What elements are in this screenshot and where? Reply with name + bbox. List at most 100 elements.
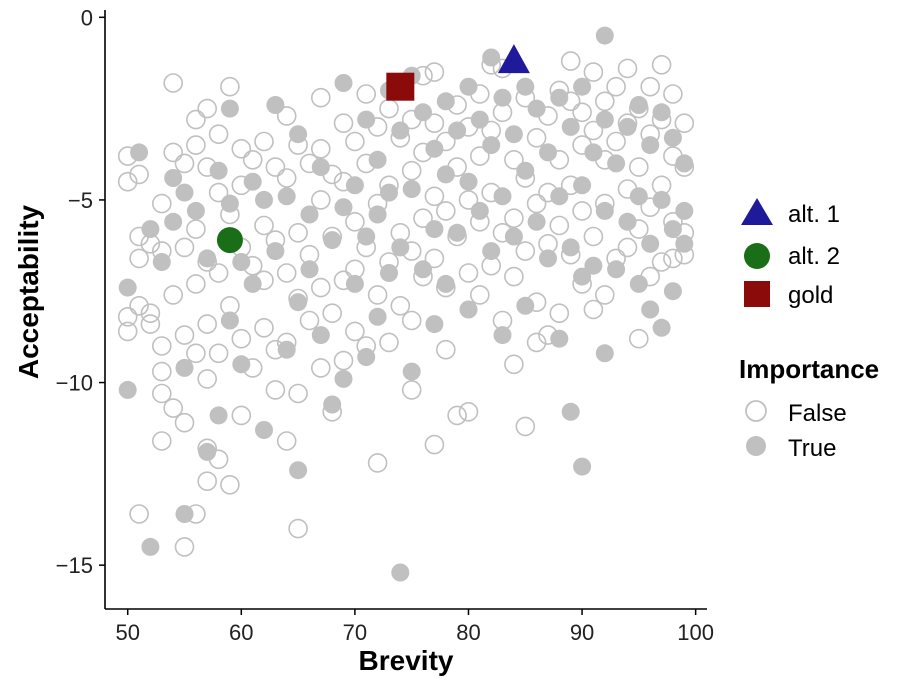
point-false — [288, 223, 308, 243]
point-false — [583, 226, 604, 247]
point-false — [413, 208, 433, 228]
point-true — [641, 300, 660, 319]
point-true — [391, 121, 410, 140]
point-false — [174, 412, 195, 433]
legend-label-alt1: alt. 1 — [788, 201, 840, 228]
point-true — [300, 205, 319, 224]
point-false — [606, 131, 626, 152]
point-false — [152, 361, 172, 382]
y-ticks: 0 −5 −10 −15 — [56, 5, 105, 578]
point-false — [197, 98, 217, 119]
point-false — [276, 431, 297, 451]
point-false — [163, 285, 183, 305]
point-false — [504, 354, 524, 375]
point-true — [448, 223, 467, 242]
legend-label-alt2: alt. 2 — [788, 243, 840, 270]
point-false — [231, 139, 252, 159]
point-true — [516, 77, 535, 96]
point-true — [232, 355, 251, 374]
point-false — [333, 113, 354, 133]
point-true — [629, 96, 648, 114]
point-false — [117, 171, 138, 192]
point-false — [117, 306, 138, 327]
point-true — [459, 77, 478, 96]
point-true — [209, 161, 228, 180]
point-true — [118, 278, 137, 297]
x-tick-label: 70 — [343, 620, 367, 645]
point-true — [357, 110, 376, 129]
point-true — [380, 264, 398, 282]
point-true — [334, 369, 353, 388]
point-false — [526, 128, 547, 148]
point-false — [197, 369, 217, 389]
point-false — [140, 303, 161, 324]
point-true — [573, 457, 592, 476]
point-false — [163, 398, 183, 418]
point-true — [539, 143, 557, 162]
point-false — [469, 285, 490, 305]
point-true — [311, 158, 330, 177]
point-false — [663, 248, 683, 269]
point-false — [401, 310, 422, 331]
y-tick-label: −10 — [56, 371, 93, 396]
point-true — [391, 238, 410, 257]
point-false — [594, 91, 615, 112]
y-tick-label: −15 — [56, 553, 93, 578]
point-true — [459, 300, 478, 319]
point-true — [255, 421, 273, 439]
point-false — [458, 190, 479, 210]
point-true — [425, 220, 444, 239]
point-false — [163, 73, 183, 93]
legend-label-false: False — [788, 400, 847, 427]
point-false — [299, 310, 320, 331]
point-true — [584, 256, 603, 275]
point-false — [186, 274, 206, 294]
point-true — [175, 183, 194, 202]
gold-square-marker — [386, 72, 415, 101]
point-true — [448, 121, 467, 140]
point-false — [651, 252, 672, 272]
point-false — [254, 317, 274, 338]
point-true — [255, 190, 273, 209]
point-false — [117, 321, 138, 342]
point-true — [402, 362, 421, 381]
point-true — [675, 154, 694, 173]
point-true — [607, 260, 626, 279]
point-true — [266, 242, 285, 261]
point-false — [265, 157, 286, 177]
point-true — [198, 249, 217, 268]
point-true — [641, 234, 660, 253]
point-true — [595, 201, 614, 220]
point-false — [345, 131, 365, 152]
point-false — [572, 201, 592, 221]
point-false — [197, 471, 217, 492]
point-true — [550, 88, 569, 107]
point-false — [356, 84, 377, 104]
point-false — [333, 350, 354, 371]
point-false — [435, 339, 456, 360]
point-true — [130, 143, 149, 162]
alt2-circle-marker — [216, 227, 243, 254]
point-false — [424, 186, 445, 207]
point-false — [174, 325, 195, 345]
legend-open-circle-icon — [745, 400, 767, 422]
point-false — [379, 98, 399, 119]
point-true — [209, 406, 228, 425]
point-true — [198, 442, 217, 461]
point-true — [289, 125, 308, 144]
point-false — [583, 299, 604, 320]
point-false — [152, 193, 172, 214]
point-true — [504, 227, 523, 246]
point-false — [322, 303, 343, 324]
point-true — [527, 212, 546, 231]
point-true — [152, 253, 171, 271]
point-true — [618, 117, 637, 136]
point-false — [197, 314, 217, 334]
legend-circle-icon — [744, 243, 770, 269]
point-false — [265, 380, 286, 400]
point-true — [459, 172, 478, 191]
point-false — [504, 208, 524, 228]
point-true — [175, 505, 194, 523]
point-true — [573, 77, 592, 96]
